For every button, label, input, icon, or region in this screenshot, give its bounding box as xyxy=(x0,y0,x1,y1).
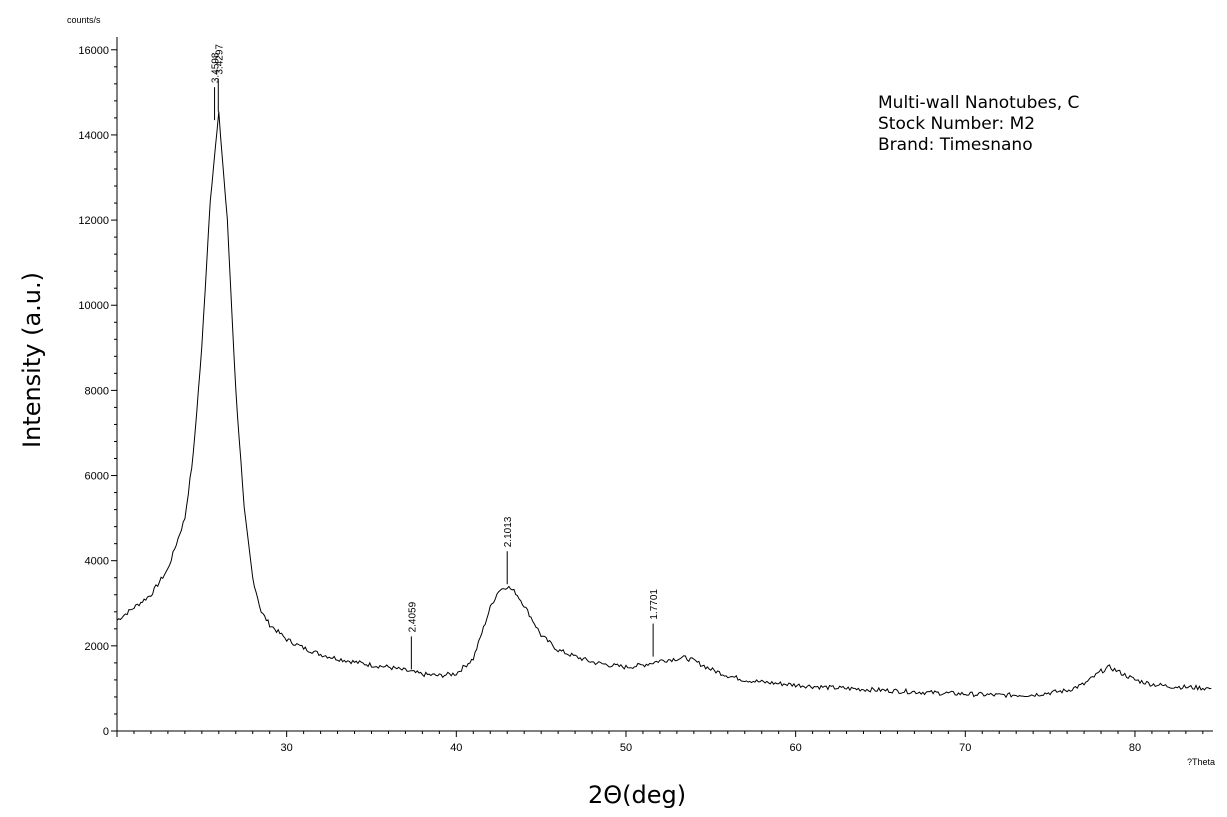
y-tick-label: 2000 xyxy=(85,641,109,653)
y-tick-label: 8000 xyxy=(85,385,109,397)
peak-label-0: 3.4598 xyxy=(211,52,222,83)
peak-label-4: 1.7701 xyxy=(649,589,660,620)
annotation-line-1: Stock Number: M2 xyxy=(878,114,1035,134)
x-tick-label: 60 xyxy=(790,742,802,754)
series-line-0 xyxy=(116,111,1212,699)
peak-label-1: 3.4297 xyxy=(214,44,225,75)
x-tick-label: 40 xyxy=(450,742,462,754)
annotation-line-2: Brand: Timesnano xyxy=(878,135,1033,155)
y-tick-label: 12000 xyxy=(78,215,109,227)
x-tick-label: 50 xyxy=(620,742,632,754)
y-tick-label: 6000 xyxy=(85,471,109,483)
peak-label-3: 2.1013 xyxy=(503,516,514,547)
y-tick-label: 10000 xyxy=(78,300,109,312)
peak-label-2: 2.4059 xyxy=(407,601,418,632)
y-tick-label: 16000 xyxy=(78,45,109,57)
series-group xyxy=(116,111,1212,699)
y-tick-label: 14000 xyxy=(78,130,109,142)
x-axis-title: 2Θ(deg) xyxy=(588,781,686,809)
x-tick-label: 80 xyxy=(1129,742,1141,754)
y-axis-title: Intensity (a.u.) xyxy=(18,272,46,448)
y-tick-label: 0 xyxy=(103,726,109,738)
y-unit-label: counts/s xyxy=(67,15,101,25)
x-unit-label: ?Theta xyxy=(1187,757,1215,767)
axes: 0 2000 4000 6000 8000 10000 12000 14000 16000 30 4… xyxy=(78,37,1213,754)
x-tick-label: 70 xyxy=(959,742,971,754)
annotation-line-0: Multi-wall Nanotubes, C xyxy=(878,93,1079,113)
x-tick-label: 30 xyxy=(281,742,293,754)
y-tick-label: 4000 xyxy=(85,556,109,568)
